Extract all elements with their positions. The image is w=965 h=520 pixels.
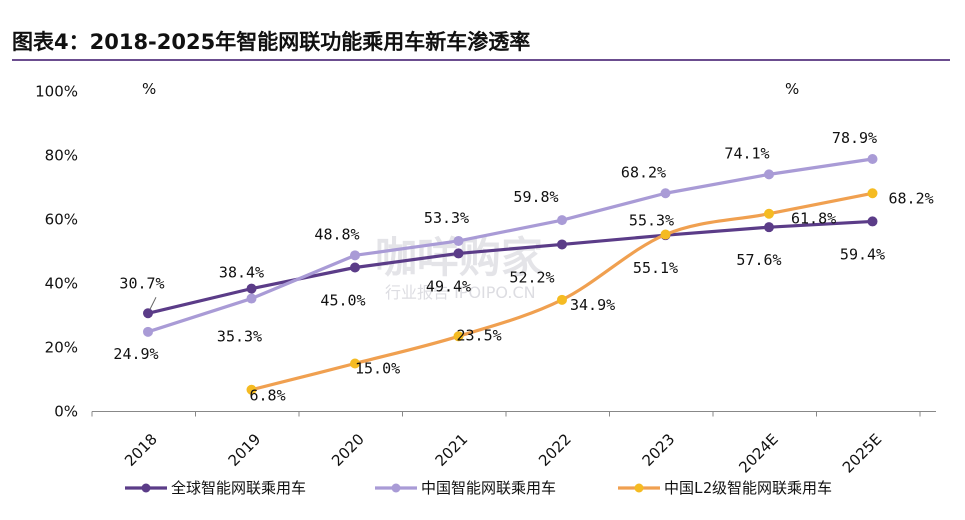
series-point-0 (143, 308, 153, 319)
y-tick-label: 100% (35, 83, 78, 101)
legend-swatch-marker (634, 483, 644, 493)
x-tick-label: 2025E (839, 430, 885, 476)
data-label: 59.8% (513, 188, 558, 206)
watermark-sub: 行业报告 IPOIPO.CN (385, 283, 536, 302)
series-point-0 (350, 262, 360, 273)
series-point-0 (557, 239, 567, 250)
data-label: 35.3% (217, 328, 262, 346)
data-label: 45.0% (320, 292, 365, 310)
data-label: 49.4% (426, 277, 471, 295)
data-label: 24.9% (113, 345, 158, 363)
right-unit-label: % (785, 80, 799, 98)
data-label: 52.2% (509, 268, 554, 286)
series-point-1 (350, 250, 360, 261)
data-label: 57.6% (736, 251, 781, 269)
legend: 全球智能网联乘用车 中国智能网联乘用车 中国L2级智能网联乘用车 (125, 479, 832, 497)
data-label: 74.1% (724, 144, 769, 162)
data-label: 55.1% (633, 259, 678, 277)
x-tick-label: 2020 (328, 430, 368, 470)
data-label: 30.7% (119, 274, 164, 292)
left-unit-label: % (142, 80, 156, 98)
x-tick-label: 2019 (225, 430, 265, 470)
x-tick-label: 2024E (735, 430, 781, 476)
x-tick-label: 2023 (639, 430, 679, 470)
data-label: 6.8% (250, 387, 286, 405)
leader-line (149, 297, 157, 310)
series-point-0 (453, 248, 464, 259)
series-point-1 (764, 169, 774, 180)
data-label: 68.2% (621, 163, 666, 181)
data-label: 34.9% (570, 296, 615, 314)
data-label: 15.0% (355, 360, 400, 378)
series-point-1 (867, 154, 878, 165)
data-label: 23.5% (457, 326, 502, 344)
y-tick-label: 0% (54, 403, 78, 421)
series-point-0 (867, 216, 878, 227)
x-tick-label: 2021 (432, 430, 472, 470)
series-point-2 (660, 229, 671, 240)
data-label: 61.8% (791, 210, 836, 228)
series-point-1 (660, 188, 671, 199)
y-tick-label: 60% (45, 211, 78, 229)
data-label: 53.3% (424, 209, 469, 227)
data-label: 48.8% (314, 225, 359, 243)
data-label: 78.9% (832, 129, 877, 147)
legend-label: 全球智能网联乘用车 (171, 479, 306, 497)
y-tick-label: 80% (45, 147, 78, 165)
x-tick-label: 2018 (121, 430, 161, 470)
series-point-1 (143, 326, 153, 337)
x-axis-ticks: 2018 2019 2020 2021 2022 2023 2024E 2025E (91, 411, 921, 477)
y-axis-ticks: 0% 20% 40% 60% 80% 100% (35, 83, 78, 421)
legend-swatch-marker (141, 483, 151, 493)
y-tick-label: 20% (45, 339, 78, 357)
series-point-2 (453, 331, 464, 342)
data-label: 68.2% (889, 189, 934, 207)
series-point-0 (246, 283, 257, 294)
series-line-1 (146, 157, 875, 334)
data-label: 59.4% (840, 245, 885, 263)
legend-label: 中国L2级智能网联乘用车 (664, 479, 832, 497)
series-point-0 (764, 222, 774, 233)
data-labels: 30.7% 38.4% 45.0% 49.4% 52.2% 55.1% 57.6% 59.4%… (113, 129, 933, 405)
y-tick-label: 40% (45, 275, 78, 293)
series-point-2 (557, 294, 567, 305)
series-point-1 (453, 235, 464, 246)
series-point-1 (246, 293, 257, 304)
title-rule (12, 59, 950, 61)
legend-swatch-marker (391, 483, 401, 493)
data-label: 38.4% (219, 264, 264, 282)
series-line-0 (146, 219, 875, 315)
data-label: 55.3% (629, 212, 674, 230)
series-point-1 (557, 215, 567, 226)
series-point-2 (764, 208, 774, 219)
series-group (143, 154, 878, 395)
series-point-2 (246, 384, 257, 395)
series-point-2 (867, 188, 878, 199)
series-point-2 (350, 358, 360, 369)
legend-label: 中国智能网联乘用车 (421, 479, 556, 497)
x-tick-label: 2022 (535, 430, 575, 470)
chart-title: 图表4：2018-2025年智能网联功能乘用车新车渗透率 (12, 30, 531, 54)
